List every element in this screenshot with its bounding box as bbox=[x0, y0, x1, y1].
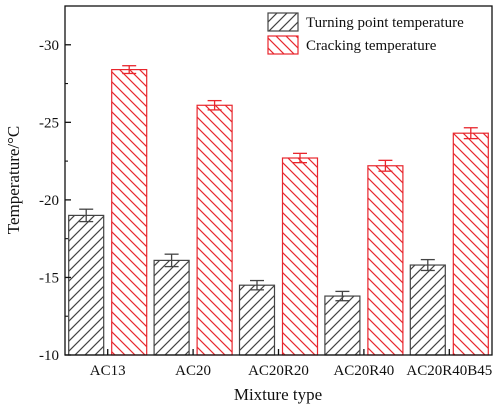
bar-cracking-ac20r40b45 bbox=[452, 132, 489, 356]
bars-layer bbox=[68, 68, 489, 356]
x-axis-title: Mixture type bbox=[234, 385, 322, 404]
x-tick-label: AC20 bbox=[175, 363, 211, 379]
x-tick-label: AC20R20 bbox=[248, 363, 309, 379]
y-axis-ticks: -30 -25 -20 -15 -10 bbox=[39, 38, 71, 364]
x-tick-label: AC13 bbox=[90, 363, 126, 379]
y-tick-label: -30 bbox=[39, 38, 59, 54]
y-tick-label: -10 bbox=[39, 348, 59, 364]
legend-label-turning: Turning point temperature bbox=[306, 15, 464, 31]
bar-cracking-ac20r20 bbox=[281, 157, 319, 356]
error-bars-layer bbox=[79, 65, 478, 302]
bar-cracking-ac20r40 bbox=[367, 165, 404, 356]
bar-turning-ac20 bbox=[153, 259, 190, 356]
bar-turning-ac13 bbox=[68, 214, 105, 356]
y-tick-label: -25 bbox=[39, 115, 59, 131]
x-tick-label: AC20R40B45 bbox=[406, 363, 492, 379]
legend-swatch-turning bbox=[267, 12, 299, 32]
x-axis-ticks: AC13 AC20 AC20R20 AC20R40 AC20R40B45 bbox=[90, 349, 492, 379]
legend-label-cracking: Cracking temperature bbox=[306, 38, 437, 54]
bar-turning-ac20r40 bbox=[324, 295, 361, 356]
y-axis-title: Temperature/°C bbox=[4, 126, 23, 235]
legend: Turning point temperature Cracking tempe… bbox=[267, 12, 464, 55]
y-tick-label: -20 bbox=[39, 193, 59, 209]
bar-cracking-ac20 bbox=[196, 104, 233, 356]
y-tick-label: -15 bbox=[39, 270, 59, 286]
legend-swatch-cracking bbox=[267, 35, 299, 55]
bar-turning-ac20r20 bbox=[238, 284, 276, 356]
bar-cracking-ac13 bbox=[111, 68, 148, 356]
bar-turning-ac20r40b45 bbox=[409, 264, 446, 356]
x-tick-label: AC20R40 bbox=[333, 363, 394, 379]
